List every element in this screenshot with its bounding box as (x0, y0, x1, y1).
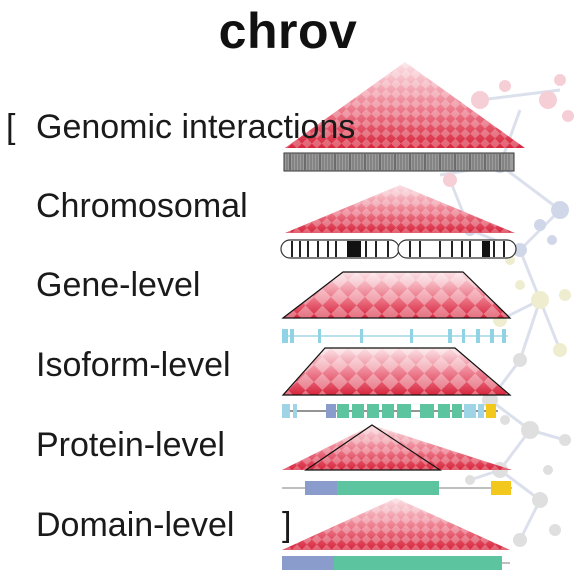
heatmap-protein (282, 424, 512, 471)
bracket-close: ] (282, 506, 292, 544)
genome-track (283, 152, 515, 172)
label-gene-level: Gene-level (36, 266, 201, 304)
label-domain-level: Domain-level (36, 506, 235, 544)
label-isoform-level: Isoform-level (36, 346, 231, 384)
bracket-open: [ (6, 108, 16, 146)
domain-track (282, 556, 510, 570)
isoform-track (282, 404, 498, 418)
heatmap-domain (282, 498, 510, 550)
heatmap-chromosomal (285, 185, 515, 233)
chromosome-ideogram (280, 239, 517, 259)
heatmap-genomic (285, 62, 525, 148)
heatmap-isoform (281, 347, 512, 396)
label-protein-level: Protein-level (36, 426, 225, 464)
label-genomic-interactions: Genomic interactions (36, 108, 356, 146)
app-title: chrov (218, 3, 358, 59)
label-chromosomal: Chromosomal (36, 187, 248, 225)
heatmap-gene (281, 271, 512, 319)
protein-track (282, 481, 512, 495)
gene-track (282, 329, 508, 343)
